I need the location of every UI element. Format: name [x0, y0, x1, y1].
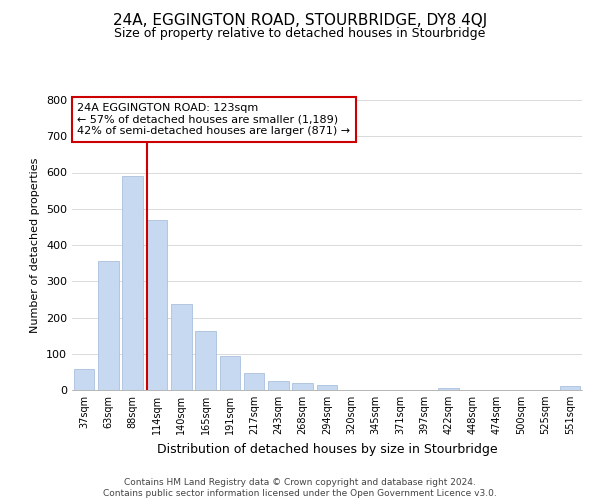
Y-axis label: Number of detached properties: Number of detached properties: [31, 158, 40, 332]
Bar: [244, 373, 265, 390]
Bar: [122, 176, 143, 390]
Text: 24A EGGINGTON ROAD: 123sqm
← 57% of detached houses are smaller (1,189)
42% of s: 24A EGGINGTON ROAD: 123sqm ← 57% of deta…: [77, 103, 350, 136]
Bar: [146, 220, 167, 390]
Bar: [317, 385, 337, 390]
Text: Size of property relative to detached houses in Stourbridge: Size of property relative to detached ho…: [115, 28, 485, 40]
Text: 24A, EGGINGTON ROAD, STOURBRIDGE, DY8 4QJ: 24A, EGGINGTON ROAD, STOURBRIDGE, DY8 4Q…: [113, 12, 487, 28]
Bar: [220, 356, 240, 390]
Bar: [560, 386, 580, 390]
Bar: [292, 383, 313, 390]
Bar: [98, 262, 119, 390]
Bar: [74, 370, 94, 390]
Bar: [171, 304, 191, 390]
Bar: [268, 381, 289, 390]
Text: Contains HM Land Registry data © Crown copyright and database right 2024.
Contai: Contains HM Land Registry data © Crown c…: [103, 478, 497, 498]
Bar: [438, 388, 459, 390]
Bar: [195, 331, 216, 390]
X-axis label: Distribution of detached houses by size in Stourbridge: Distribution of detached houses by size …: [157, 442, 497, 456]
